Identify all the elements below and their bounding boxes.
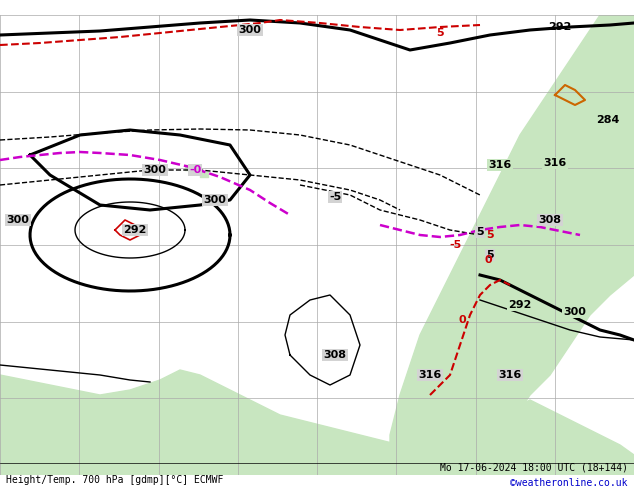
- Text: ©weatheronline.co.uk: ©weatheronline.co.uk: [510, 478, 628, 488]
- Text: 300: 300: [143, 165, 167, 175]
- Text: 5: 5: [476, 227, 484, 237]
- Text: -5: -5: [449, 240, 461, 250]
- Polygon shape: [390, 15, 634, 475]
- Text: 300: 300: [6, 215, 29, 225]
- Text: 0: 0: [458, 315, 466, 325]
- Text: 316: 316: [543, 158, 567, 168]
- Text: 316: 316: [498, 370, 522, 380]
- Text: 292: 292: [123, 225, 146, 235]
- Text: 292: 292: [508, 300, 532, 310]
- Text: 5: 5: [486, 230, 494, 240]
- Text: 5: 5: [436, 28, 444, 38]
- Text: 308: 308: [538, 215, 562, 225]
- Text: 316: 316: [418, 370, 442, 380]
- Text: 300: 300: [204, 195, 226, 205]
- Text: Mo 17-06-2024 18:00 UTC (18+144): Mo 17-06-2024 18:00 UTC (18+144): [439, 463, 628, 473]
- Polygon shape: [0, 370, 634, 475]
- Text: 316: 316: [488, 160, 512, 170]
- Text: 5: 5: [486, 250, 494, 260]
- Text: -0: -0: [189, 165, 201, 175]
- Text: 0: 0: [484, 255, 492, 265]
- Text: 308: 308: [323, 350, 347, 360]
- Text: Height/Temp. 700 hPa [gdmp][°C] ECMWF: Height/Temp. 700 hPa [gdmp][°C] ECMWF: [6, 475, 224, 485]
- Text: 292: 292: [548, 22, 572, 32]
- Text: 300: 300: [238, 25, 261, 35]
- Text: 300: 300: [564, 307, 586, 317]
- Text: -5: -5: [329, 192, 341, 202]
- Text: 284: 284: [597, 115, 619, 125]
